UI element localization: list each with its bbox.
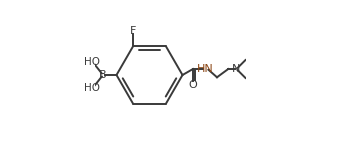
Text: HN: HN xyxy=(197,64,214,74)
Text: F: F xyxy=(130,26,136,36)
Text: HO: HO xyxy=(84,57,100,67)
Text: HO: HO xyxy=(84,83,100,93)
Text: N: N xyxy=(232,64,241,74)
Text: B: B xyxy=(99,70,107,80)
Text: O: O xyxy=(189,81,197,90)
